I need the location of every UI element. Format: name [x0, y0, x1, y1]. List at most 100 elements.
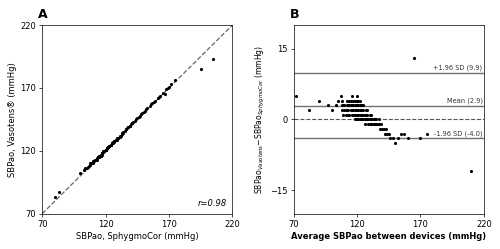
Point	[360, 122, 368, 126]
X-axis label: Average SBPao between devices (mmHg): Average SBPao between devices (mmHg)	[291, 232, 486, 241]
Point	[120, 129, 128, 133]
Point	[350, 108, 358, 112]
Point	[138, 111, 146, 115]
Point	[104, 145, 112, 149]
Point	[360, 113, 368, 117]
Point	[210, 57, 218, 61]
Point	[128, 121, 136, 125]
Point	[357, 118, 365, 122]
Point	[127, 123, 135, 126]
Point	[82, 166, 90, 170]
Point	[106, 144, 114, 148]
Point	[336, 94, 344, 98]
Point	[102, 148, 110, 152]
Point	[96, 154, 104, 158]
Point	[344, 103, 352, 107]
Point	[366, 118, 374, 122]
Point	[103, 146, 111, 150]
Text: r=0.98: r=0.98	[198, 199, 226, 208]
Point	[80, 168, 88, 172]
Point	[108, 141, 116, 145]
Point	[85, 164, 93, 168]
Point	[363, 118, 371, 122]
Point	[124, 125, 132, 129]
Point	[374, 118, 382, 122]
Point	[88, 161, 96, 165]
Point	[161, 92, 169, 96]
Point	[102, 148, 110, 152]
Point	[371, 118, 379, 122]
Point	[92, 158, 100, 162]
Point	[342, 113, 349, 117]
Point	[90, 159, 98, 163]
Point	[99, 150, 107, 154]
X-axis label: SBPao, SphygmoCor (mmHg): SBPao, SphygmoCor (mmHg)	[76, 232, 198, 241]
Point	[114, 136, 122, 140]
Point	[113, 136, 121, 140]
Point	[356, 118, 364, 122]
Point	[370, 122, 378, 126]
Point	[104, 145, 112, 149]
Point	[353, 94, 361, 98]
Point	[146, 104, 154, 108]
Point	[134, 115, 142, 119]
Point	[106, 142, 114, 146]
Point	[348, 103, 356, 107]
Point	[340, 108, 348, 112]
Point	[354, 113, 362, 117]
Point	[360, 108, 368, 112]
Point	[346, 108, 354, 112]
Point	[96, 153, 104, 157]
Point	[391, 141, 399, 145]
Point	[374, 122, 382, 126]
Point	[150, 100, 158, 104]
Point	[140, 110, 147, 114]
Point	[92, 158, 100, 162]
Point	[338, 99, 346, 103]
Point	[339, 103, 347, 107]
Point	[346, 103, 354, 107]
Text: +1.96 SD (9.9): +1.96 SD (9.9)	[434, 64, 482, 71]
Point	[374, 122, 382, 126]
Point	[416, 136, 424, 140]
Point	[400, 131, 408, 135]
Point	[94, 155, 102, 159]
Point	[353, 103, 361, 107]
Point	[353, 118, 361, 122]
Point	[384, 131, 392, 135]
Point	[363, 108, 371, 112]
Point	[106, 144, 114, 148]
Point	[168, 82, 175, 86]
Point	[120, 130, 128, 134]
Point	[126, 124, 134, 128]
Point	[96, 154, 104, 158]
Point	[130, 120, 138, 124]
Point	[354, 99, 362, 103]
Point	[343, 108, 351, 112]
Point	[98, 151, 106, 155]
Point	[99, 150, 107, 154]
Point	[134, 116, 141, 120]
Point	[350, 99, 358, 103]
Point	[102, 148, 110, 152]
Point	[364, 122, 372, 126]
Point	[86, 161, 94, 165]
Point	[89, 160, 97, 164]
Point	[165, 85, 173, 89]
Point	[398, 131, 406, 135]
Point	[360, 103, 368, 107]
Point	[357, 108, 365, 112]
Point	[113, 137, 121, 141]
Point	[116, 135, 124, 139]
Point	[102, 148, 110, 152]
Point	[348, 108, 356, 112]
Point	[99, 150, 107, 154]
Point	[360, 118, 368, 122]
Point	[103, 146, 111, 150]
Point	[360, 118, 368, 122]
Point	[96, 154, 104, 158]
Point	[328, 108, 336, 112]
Point	[305, 108, 313, 112]
Point	[324, 103, 332, 107]
Point	[380, 127, 388, 131]
